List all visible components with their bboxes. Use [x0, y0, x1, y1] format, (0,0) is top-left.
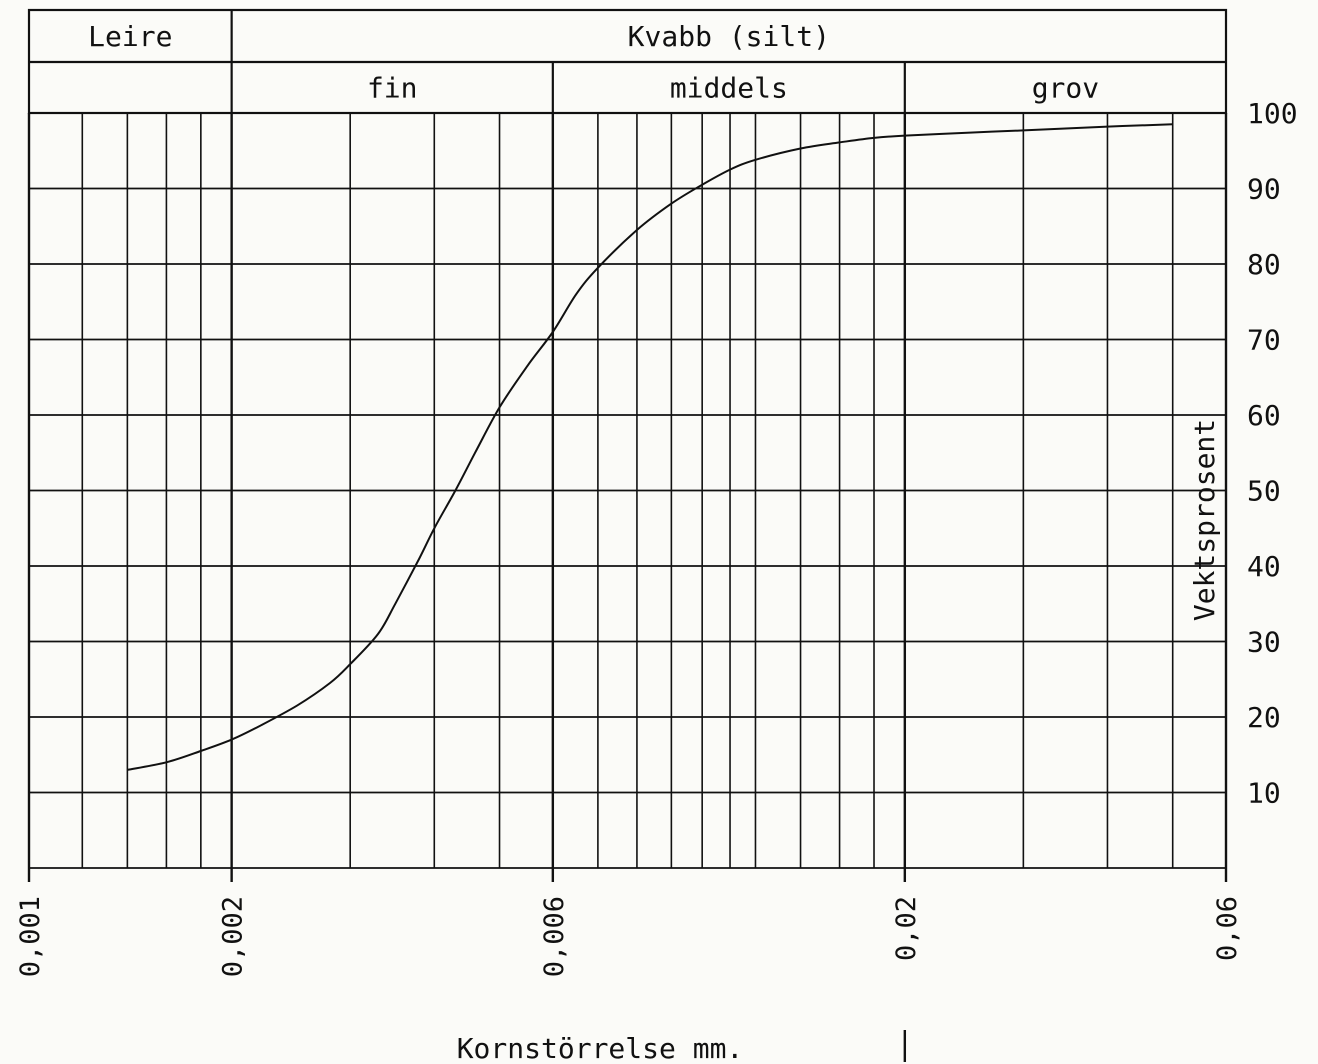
x-tick-label: 0,06: [1212, 896, 1243, 961]
subband-label: grov: [1032, 72, 1099, 105]
y-tick-label: 60: [1247, 399, 1281, 432]
y-tick-label: 20: [1247, 701, 1281, 734]
y-tick-label: 10: [1247, 777, 1281, 810]
series-line: [127, 123, 1173, 771]
x-tick-labels: 0,001 0,002 0,006 0,02 0,06: [15, 896, 1243, 1062]
y-tick-label: 50: [1247, 475, 1281, 508]
subband-label: fin: [367, 72, 418, 105]
grid: [27, 112, 1228, 882]
y-tick-label: 30: [1247, 626, 1281, 659]
x-axis-title: Kornstörrelse mm.: [457, 1032, 744, 1064]
x-tick-label: 0,006: [539, 896, 570, 977]
x-tick-label: 0,02: [891, 896, 922, 961]
fraction-bands: Leire Kvabb (silt) fin middels grov: [88, 10, 1099, 113]
y-tick-label: 90: [1247, 173, 1281, 206]
y-tick-label: 100: [1247, 97, 1298, 130]
y-tick-labels: 10 20 30 40 50 60 70 80 90 100: [1247, 97, 1298, 810]
x-tick-label: 0,001: [15, 896, 46, 977]
y-tick-label: 40: [1247, 550, 1281, 583]
subband-label: middels: [670, 72, 788, 105]
band-label: Leire: [88, 20, 172, 53]
y-tick-label: 80: [1247, 248, 1281, 281]
band-label: Kvabb (silt): [628, 20, 830, 53]
y-axis-title: Vektsprosent: [1188, 419, 1221, 621]
x-tick-label: 0,002: [218, 896, 249, 977]
series-layer: [127, 123, 1173, 771]
y-tick-label: 70: [1247, 324, 1281, 357]
